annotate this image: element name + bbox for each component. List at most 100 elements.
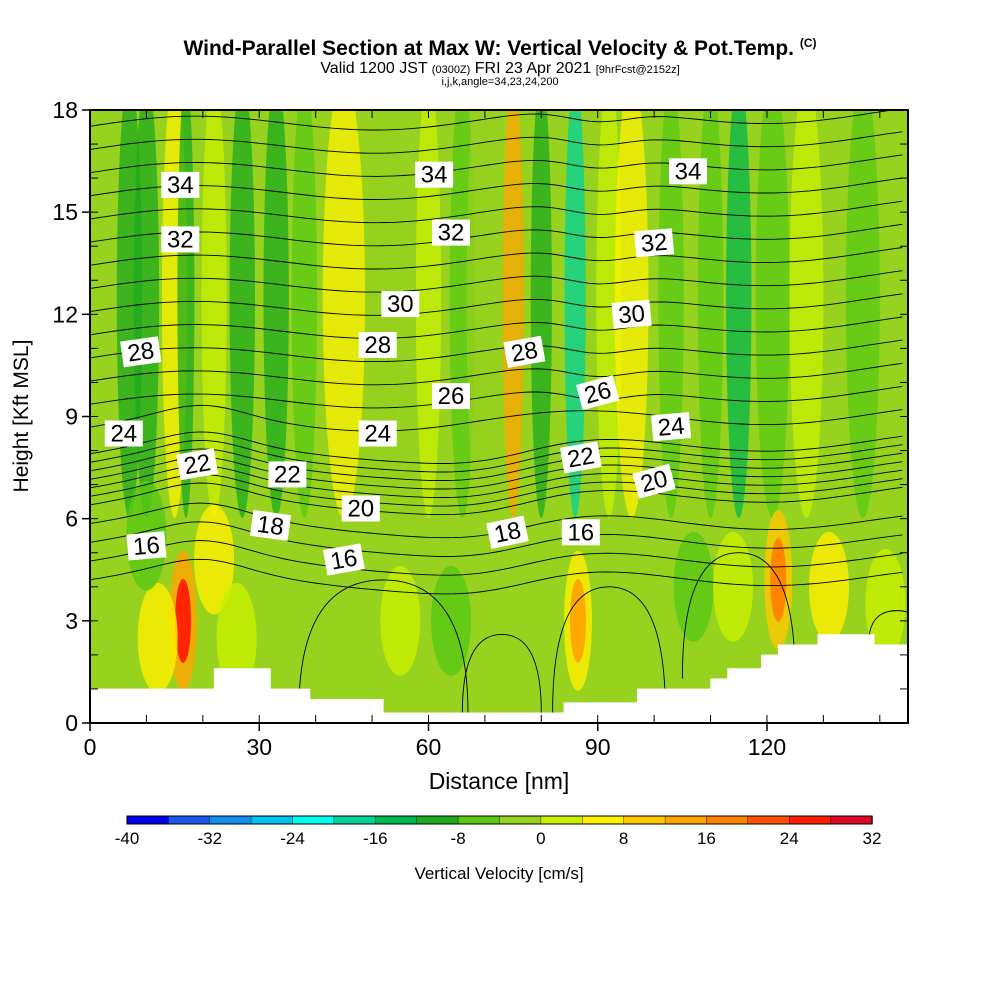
theta-label-text: 22 bbox=[182, 449, 213, 480]
theta-contour bbox=[90, 293, 903, 316]
theta-contour bbox=[90, 482, 903, 516]
colorbar-tick-label: 16 bbox=[697, 829, 716, 848]
velocity-cell-core bbox=[569, 578, 586, 663]
theta-contour bbox=[90, 223, 903, 247]
theta-label-box bbox=[358, 420, 397, 447]
theta-label: 20 bbox=[341, 495, 380, 523]
x-axis-label: Distance [nm] bbox=[428, 768, 570, 794]
theta-label-box bbox=[559, 441, 602, 474]
theta-label-text: 34 bbox=[675, 158, 702, 185]
theta-contour bbox=[90, 200, 903, 224]
theta-contour-closed bbox=[552, 586, 666, 713]
colorbar-bin bbox=[126, 815, 170, 825]
theta-label-text: 16 bbox=[567, 519, 594, 546]
theta-contour bbox=[90, 316, 903, 339]
theta-label: 16 bbox=[561, 519, 600, 546]
velocity-bands bbox=[116, 110, 880, 518]
copyright-mark: (C) bbox=[799, 36, 817, 50]
theta-contour bbox=[90, 339, 903, 363]
y-tick-label: 9 bbox=[65, 404, 78, 430]
velocity-cells bbox=[126, 480, 906, 693]
theta-label-text: 32 bbox=[438, 220, 465, 247]
colorbar-tick-label: -40 bbox=[115, 829, 140, 848]
colorbar-tick-label: 32 bbox=[863, 829, 882, 848]
colorbar-tick-label: 0 bbox=[536, 829, 545, 848]
velocity-band bbox=[530, 110, 552, 518]
y-tick-label: 3 bbox=[65, 608, 78, 634]
velocity-band bbox=[415, 110, 442, 518]
velocity-band bbox=[697, 110, 724, 518]
theta-contour bbox=[90, 521, 903, 557]
theta-label: 32 bbox=[634, 228, 675, 258]
theta-label-text: 22 bbox=[274, 461, 301, 488]
chart-params: i,j,k,angle=34,23,24,200 bbox=[441, 76, 559, 88]
theta-label-text: 32 bbox=[167, 226, 194, 253]
theta-label: 26 bbox=[432, 383, 470, 410]
theta-label-text: 26 bbox=[438, 383, 465, 410]
theta-contour-closed bbox=[868, 610, 908, 645]
theta-label-text: 20 bbox=[347, 496, 374, 523]
velocity-band bbox=[789, 110, 824, 518]
velocity-band bbox=[845, 110, 880, 518]
theta-label-box bbox=[561, 519, 600, 546]
theta-contour bbox=[90, 439, 903, 473]
theta-label-box bbox=[104, 420, 143, 447]
y-tick-label: 18 bbox=[52, 97, 78, 123]
theta-label-text: 28 bbox=[364, 332, 391, 359]
theta-label-box bbox=[249, 509, 292, 542]
terrain-mask bbox=[90, 634, 908, 723]
theta-contour-closed bbox=[681, 552, 796, 679]
theta-contour bbox=[90, 540, 903, 576]
colorbar-frame bbox=[126, 815, 873, 825]
velocity-cell bbox=[137, 582, 178, 693]
colorbar-bin bbox=[292, 815, 335, 825]
colorbar-bin bbox=[582, 815, 625, 825]
theta-label: 18 bbox=[249, 509, 292, 542]
velocity-cell-core bbox=[175, 578, 192, 663]
theta-label-box bbox=[486, 515, 529, 549]
theta-label-box bbox=[268, 461, 307, 488]
theta-label: 26 bbox=[575, 375, 620, 411]
colorbar-bin bbox=[457, 815, 501, 825]
theta-contour bbox=[90, 558, 903, 595]
y-axis-label: Height [Kft MSL] bbox=[10, 339, 33, 493]
colorbar-tick-label: -16 bbox=[363, 829, 388, 848]
velocity-band bbox=[564, 110, 586, 518]
theta-label: 28 bbox=[358, 332, 397, 359]
theta-label-box bbox=[503, 335, 546, 368]
theta-contour bbox=[90, 110, 896, 131]
x-tick-label: 60 bbox=[416, 734, 442, 760]
velocity-band bbox=[755, 110, 790, 518]
theta-label-box bbox=[120, 336, 162, 368]
theta-label: 24 bbox=[651, 412, 692, 442]
theta-contour bbox=[90, 131, 903, 154]
theta-label-text: 30 bbox=[617, 300, 646, 329]
theta-contour-closed bbox=[461, 634, 542, 713]
colorbar-bin bbox=[375, 815, 418, 825]
velocity-band bbox=[201, 110, 227, 518]
velocity-band bbox=[322, 110, 366, 518]
theta-contour bbox=[90, 431, 903, 464]
theta-label: 22 bbox=[268, 461, 307, 488]
theta-label-box bbox=[176, 448, 219, 481]
theta-label-box bbox=[161, 171, 200, 198]
velocity-cell bbox=[194, 504, 235, 615]
colorbar-tick-label: 24 bbox=[780, 829, 799, 848]
theta-label-text: 24 bbox=[364, 421, 391, 448]
theta-label-box bbox=[381, 291, 420, 318]
y-tick-label: 6 bbox=[65, 506, 78, 532]
velocity-cell-core bbox=[770, 537, 787, 622]
theta-label-box bbox=[358, 332, 397, 358]
theta-label-text: 30 bbox=[387, 291, 414, 318]
colorbar-bin bbox=[747, 815, 790, 825]
colorbar-bin bbox=[623, 815, 666, 825]
theta-label-box bbox=[575, 375, 620, 411]
theta-label-text: 28 bbox=[509, 337, 540, 368]
colorbar-tick-label: -8 bbox=[451, 829, 466, 848]
theta-label: 20 bbox=[632, 463, 676, 499]
theta-label-text: 28 bbox=[126, 337, 156, 367]
theta-contours bbox=[90, 110, 908, 713]
velocity-cell bbox=[380, 565, 421, 676]
y-tick-label: 12 bbox=[52, 301, 78, 327]
